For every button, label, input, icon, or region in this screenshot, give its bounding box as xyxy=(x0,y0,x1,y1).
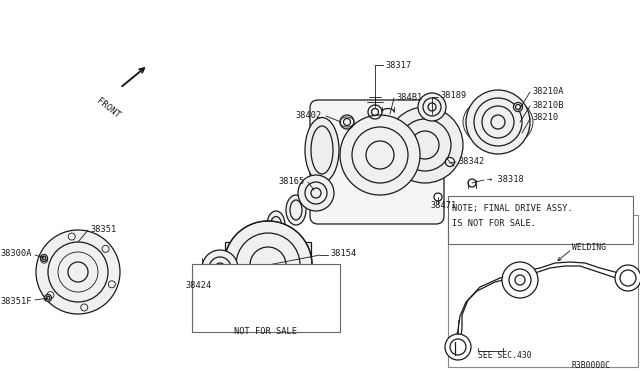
Circle shape xyxy=(45,295,51,301)
Text: 38351F: 38351F xyxy=(1,296,32,305)
Circle shape xyxy=(298,175,334,211)
Text: 38424: 38424 xyxy=(186,282,212,291)
FancyBboxPatch shape xyxy=(310,100,444,224)
Text: 38165: 38165 xyxy=(279,176,305,186)
Circle shape xyxy=(445,157,454,167)
Text: NOT FOR SALE: NOT FOR SALE xyxy=(234,327,298,337)
Text: 38317: 38317 xyxy=(385,61,412,70)
Text: 38342: 38342 xyxy=(458,157,484,166)
Bar xyxy=(192,264,340,332)
Circle shape xyxy=(502,262,538,298)
Circle shape xyxy=(434,193,442,201)
Bar xyxy=(448,215,638,367)
Ellipse shape xyxy=(305,118,339,183)
Text: 38402: 38402 xyxy=(296,112,322,121)
Ellipse shape xyxy=(267,211,285,239)
Bar xyxy=(225,242,311,288)
Text: 38210A: 38210A xyxy=(532,87,563,96)
Text: 38189: 38189 xyxy=(440,92,467,100)
Circle shape xyxy=(202,250,238,286)
Text: 384B1: 384B1 xyxy=(396,93,422,102)
Circle shape xyxy=(418,93,446,121)
Text: SEE SEC.430: SEE SEC.430 xyxy=(478,350,532,359)
Ellipse shape xyxy=(286,195,306,225)
Bar xyxy=(448,196,633,244)
Circle shape xyxy=(224,221,312,309)
Circle shape xyxy=(615,265,640,291)
Text: 38471: 38471 xyxy=(430,202,456,211)
Circle shape xyxy=(340,115,420,195)
Circle shape xyxy=(387,107,463,183)
Circle shape xyxy=(445,334,471,360)
Circle shape xyxy=(40,254,47,262)
Text: → 38318: → 38318 xyxy=(487,176,524,185)
Text: 38210B: 38210B xyxy=(532,100,563,109)
Text: R3B0000C: R3B0000C xyxy=(572,360,611,369)
Ellipse shape xyxy=(463,96,533,148)
Circle shape xyxy=(466,90,530,154)
Text: 38210: 38210 xyxy=(532,113,558,122)
Text: 38351: 38351 xyxy=(90,224,116,234)
Text: WELDING: WELDING xyxy=(572,243,606,251)
Text: NOTE; FINAL DRIVE ASSY.: NOTE; FINAL DRIVE ASSY. xyxy=(452,205,573,214)
Text: 38300A: 38300A xyxy=(1,250,32,259)
Text: FRONT: FRONT xyxy=(95,96,122,120)
Text: 38154: 38154 xyxy=(330,250,356,259)
Text: IS NOT FOR SALE.: IS NOT FOR SALE. xyxy=(452,219,536,228)
Circle shape xyxy=(513,103,522,112)
Circle shape xyxy=(36,230,120,314)
